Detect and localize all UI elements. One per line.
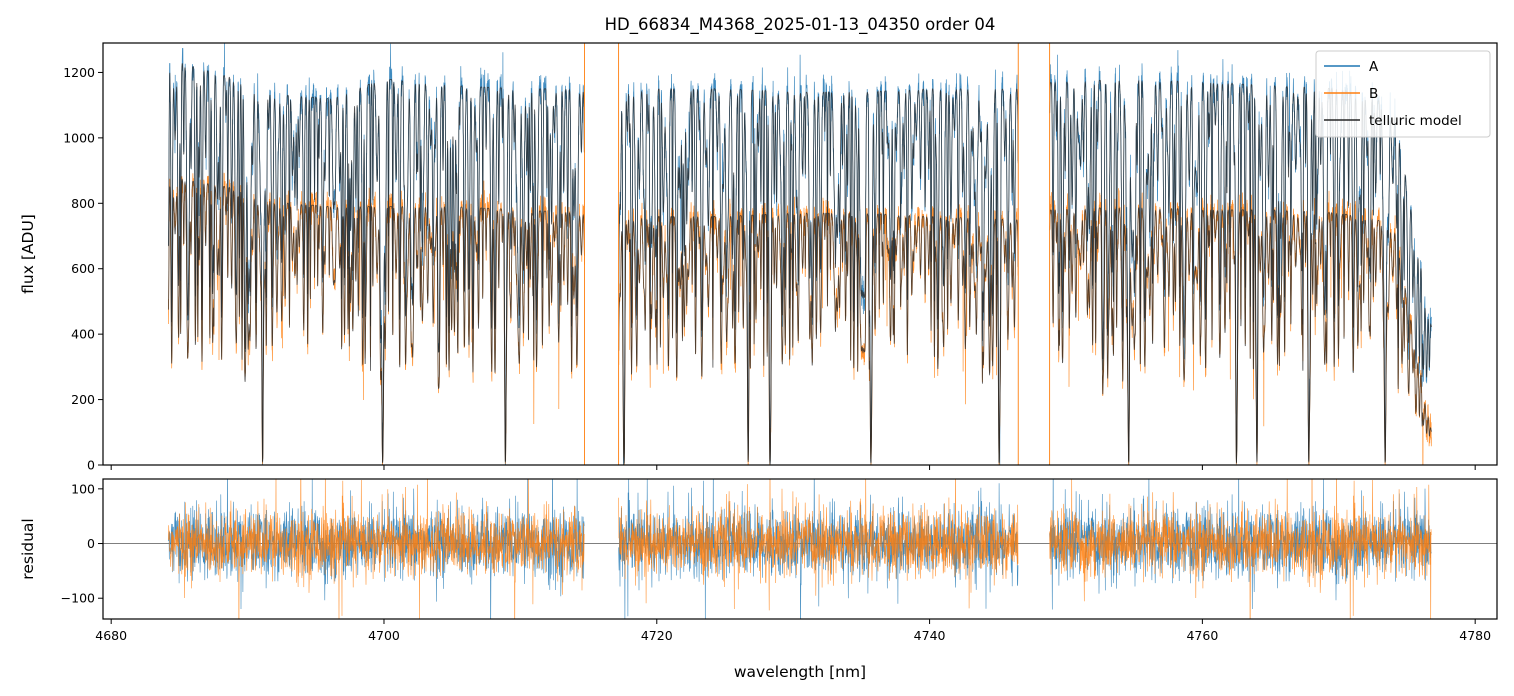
telluric-model-line-b (168, 179, 1432, 465)
flux-ytick-label: 0 (87, 458, 95, 473)
flux-panel: 0 200 400 600 800 1000 1200 flux [ADU] A B tel… (19, 42, 1498, 473)
residual-xtick-label: 4680 (95, 628, 127, 643)
legend-box (1315, 50, 1491, 138)
residual-xtick-label: 4780 (1459, 628, 1491, 643)
residual-panel: −100 0 100 4680 4700 4720 4740 4760 4780 residu… (19, 478, 1498, 681)
residual-ylabel: residual (19, 518, 37, 579)
residual-axes-frame (102, 478, 1498, 620)
legend-label-a: A (1369, 59, 1379, 75)
flux-ytick-label: 1200 (63, 65, 95, 80)
residual-xtick-label: 4720 (641, 628, 673, 643)
residual-xlabel: wavelength [nm] (734, 663, 866, 681)
flux-ylabel: flux [ADU] (19, 214, 37, 294)
legend: A B telluric model (1315, 50, 1491, 138)
residual-xtick-label: 4740 (914, 628, 946, 643)
legend-label-telluric: telluric model (1369, 113, 1462, 129)
flux-axes-frame (102, 42, 1498, 466)
flux-ytick-label: 1000 (63, 130, 95, 145)
residual-b-line (168, 479, 1432, 619)
telluric-model-line-a (168, 63, 1432, 464)
residual-ytick-label: −100 (61, 591, 95, 606)
flux-ytick-label: 200 (71, 392, 95, 407)
residual-ytick-label: 0 (87, 536, 95, 551)
flux-ytick-label: 600 (71, 261, 95, 276)
residual-xtick-label: 4760 (1186, 628, 1218, 643)
legend-label-b: B (1369, 86, 1378, 102)
flux-ytick-label: 400 (71, 327, 95, 342)
residual-xtick-label: 4700 (368, 628, 400, 643)
residual-ytick-label: 100 (71, 481, 95, 496)
flux-ytick-label: 800 (71, 196, 95, 211)
chart-title: HD_66834_M4368_2025-01-13_04350 order 04 (605, 15, 996, 35)
